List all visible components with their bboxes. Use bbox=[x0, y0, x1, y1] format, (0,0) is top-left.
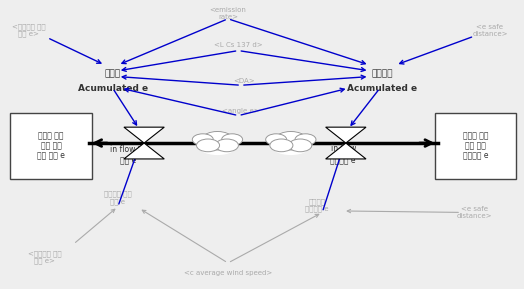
Text: 피난지역: 피난지역 bbox=[372, 69, 394, 78]
Circle shape bbox=[270, 139, 293, 152]
Polygon shape bbox=[124, 143, 165, 159]
Text: 도착시간
피난지역 e: 도착시간 피난지역 e bbox=[305, 198, 329, 212]
Circle shape bbox=[295, 134, 316, 145]
Text: 도착시간 이동
중심 e: 도착시간 이동 중심 e bbox=[104, 191, 132, 205]
Text: 방사능 물질
누적 농도
피난지역 e: 방사능 물질 누적 농도 피난지역 e bbox=[463, 131, 488, 161]
Text: 중심 e: 중심 e bbox=[120, 156, 137, 165]
Circle shape bbox=[196, 139, 220, 152]
Polygon shape bbox=[124, 127, 165, 143]
Text: <L Cs 137 d>: <L Cs 137 d> bbox=[214, 42, 263, 48]
Circle shape bbox=[222, 134, 243, 145]
Text: Acumulated e: Acumulated e bbox=[347, 84, 418, 93]
Text: in flow 이동: in flow 이동 bbox=[110, 144, 147, 153]
Polygon shape bbox=[326, 127, 366, 143]
Circle shape bbox=[215, 139, 238, 152]
Text: 방사능 물질
누적 농도
이동 중심 e: 방사능 물질 누적 농도 이동 중심 e bbox=[37, 131, 65, 161]
Text: Acumulated e: Acumulated e bbox=[78, 84, 148, 93]
Text: <DA>: <DA> bbox=[233, 78, 255, 84]
Text: 피난지역 e: 피난지역 e bbox=[331, 156, 356, 165]
FancyBboxPatch shape bbox=[10, 113, 92, 179]
Polygon shape bbox=[326, 143, 366, 159]
Text: <emission
rate>: <emission rate> bbox=[210, 7, 246, 19]
Circle shape bbox=[195, 131, 239, 155]
Text: <angle e>: <angle e> bbox=[222, 108, 260, 114]
Circle shape bbox=[289, 139, 312, 152]
Text: <e safe
distance>: <e safe distance> bbox=[456, 206, 492, 219]
Circle shape bbox=[192, 134, 213, 145]
Text: <c average wind speed>: <c average wind speed> bbox=[184, 270, 272, 276]
Circle shape bbox=[201, 131, 234, 150]
Text: <e safe
distance>: <e safe distance> bbox=[472, 24, 508, 37]
Circle shape bbox=[274, 131, 308, 150]
Text: <이동인구 대표
거리 e>: <이동인구 대표 거리 e> bbox=[12, 23, 46, 38]
Text: 이동동: 이동동 bbox=[105, 69, 121, 78]
Circle shape bbox=[266, 134, 287, 145]
Text: <이동인구 대표
거리 e>: <이동인구 대표 거리 e> bbox=[28, 250, 61, 264]
Text: in flow: in flow bbox=[331, 144, 356, 153]
FancyBboxPatch shape bbox=[435, 113, 516, 179]
Circle shape bbox=[269, 131, 313, 155]
